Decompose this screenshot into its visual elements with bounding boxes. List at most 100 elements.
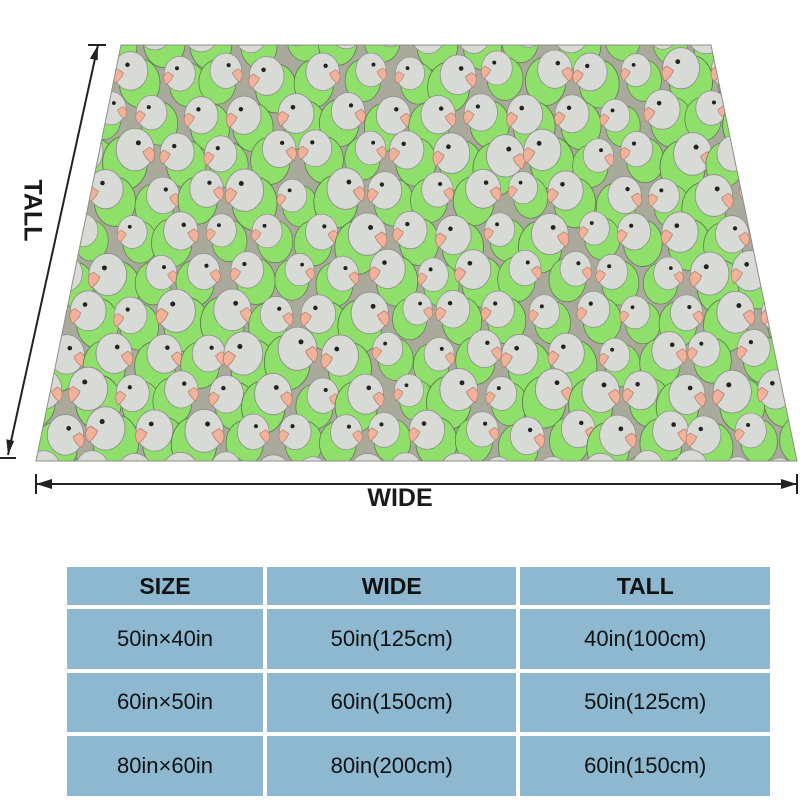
parrot — [134, 255, 178, 306]
parrot — [521, 368, 574, 429]
parrot — [620, 450, 664, 461]
parrot — [548, 250, 593, 303]
parrot — [225, 413, 270, 461]
size-table-header-row: SIZE WIDE TALL — [67, 567, 770, 605]
tall-arrow-head-bottom — [6, 439, 15, 456]
parrot — [334, 452, 387, 461]
parrot — [198, 52, 243, 105]
wide-arrow-head-right — [781, 479, 797, 489]
parrot — [662, 449, 709, 461]
parrot — [113, 296, 160, 351]
parrot — [578, 211, 621, 261]
wide-dimension-arrow — [35, 474, 798, 494]
parrot — [525, 49, 573, 106]
table-row: 50in×40in 50in(125cm) 40in(100cm) — [67, 609, 770, 669]
parrot — [501, 45, 545, 64]
parrot — [369, 248, 419, 307]
parrot — [507, 171, 549, 219]
parrot — [62, 450, 110, 461]
parrot — [210, 451, 253, 461]
parrot — [297, 129, 344, 184]
parrot — [729, 45, 776, 68]
table-row: 80in×60in 80in(200cm) 60in(150cm) — [67, 736, 770, 796]
parrot — [392, 210, 440, 267]
size-cell: 80in×60in — [67, 736, 263, 796]
parrot — [480, 50, 524, 101]
parrot — [576, 290, 622, 344]
parrot — [388, 452, 435, 461]
parrot — [319, 92, 366, 148]
parrot — [251, 213, 294, 264]
parrot — [36, 57, 66, 110]
wide-label: WIDE — [367, 484, 433, 512]
parrot — [135, 95, 179, 146]
parrot — [483, 212, 526, 262]
parrot — [36, 96, 40, 135]
parrot — [572, 138, 615, 188]
tall-label: TALL — [18, 179, 47, 242]
parrot — [660, 211, 712, 271]
parrot — [148, 451, 200, 461]
parrot — [535, 456, 570, 461]
parrot — [747, 128, 797, 193]
parrot — [620, 53, 662, 102]
parrot — [36, 45, 84, 71]
parrot — [435, 289, 483, 346]
parrot — [763, 457, 796, 461]
parrot — [313, 167, 366, 229]
parrot — [254, 454, 293, 461]
parrot — [344, 52, 387, 103]
parrot — [463, 93, 510, 149]
wide-arrow-head-left — [36, 479, 52, 489]
tall-arrow-head-top — [89, 45, 98, 61]
parrot — [410, 171, 454, 224]
parrot — [413, 337, 455, 387]
parrot — [295, 456, 330, 461]
parrot — [619, 295, 661, 345]
parrot — [116, 215, 158, 264]
diagram-graphics — [0, 44, 798, 494]
parrot — [643, 89, 694, 148]
table-row: 60in×50in 60in(150cm) 50in(125cm) — [67, 672, 770, 733]
parrot — [775, 96, 797, 147]
parrot — [276, 178, 318, 228]
parrot — [388, 130, 437, 187]
parrot — [485, 376, 528, 426]
parrot — [754, 54, 797, 111]
parrot — [367, 412, 412, 461]
parrot — [36, 414, 85, 461]
parrot — [134, 176, 181, 231]
parrot — [734, 412, 778, 461]
parrot — [177, 169, 225, 225]
parrot — [452, 168, 502, 227]
parrot — [655, 373, 706, 433]
wide-cell: 50in(125cm) — [266, 609, 517, 669]
parrot — [778, 175, 797, 234]
parrot — [554, 94, 602, 151]
parrot — [687, 331, 732, 384]
parrot — [408, 409, 458, 461]
parrot — [620, 131, 665, 184]
parrot — [528, 294, 571, 345]
size-table: SIZE WIDE TALL 50in×40in 50in(125cm) 40i… — [63, 563, 774, 800]
dimension-diagram: TALL WIDE — [0, 44, 798, 512]
parrot — [36, 450, 61, 461]
wide-cell: 80in(200cm) — [266, 736, 517, 796]
parrot — [572, 52, 620, 109]
wide-cell: 60in(150cm) — [266, 672, 517, 733]
parrot — [599, 98, 641, 148]
parrot — [136, 45, 186, 69]
tall-cell: 50in(125cm) — [520, 672, 770, 733]
parrot — [87, 169, 136, 227]
parrot — [61, 51, 115, 115]
header-wide: WIDE — [266, 567, 517, 605]
parrot — [549, 409, 597, 461]
parrot — [722, 456, 753, 461]
parrot — [205, 213, 248, 263]
parrot — [274, 253, 315, 301]
parrot — [776, 254, 797, 311]
parrot — [281, 45, 324, 62]
parrot — [480, 290, 527, 345]
parrot — [394, 56, 436, 105]
parrot — [595, 253, 640, 306]
